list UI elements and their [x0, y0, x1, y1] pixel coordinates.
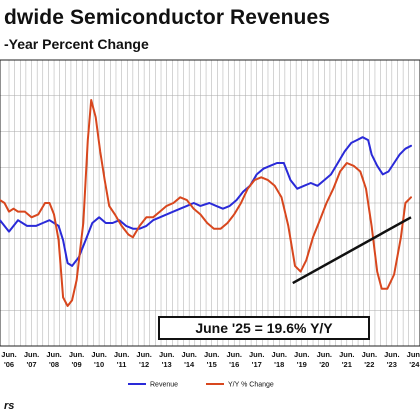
x-tick-label-year: '06: [4, 360, 14, 369]
x-tick-label-month: Jun.: [407, 350, 420, 359]
x-tick-label-year: '19: [297, 360, 307, 369]
legend-revenue-label: Revenue: [150, 382, 178, 389]
x-tick-label-month: Jun.: [249, 350, 264, 359]
grid: [0, 60, 420, 346]
footer-text: rs: [4, 400, 15, 412]
x-tick-label-month: Jun.: [294, 350, 309, 359]
x-tick-label-month: Jun.: [1, 350, 16, 359]
series-layer: [0, 99, 412, 307]
x-tick-label-month: Jun.: [272, 350, 287, 359]
x-tick-label-year: '21: [342, 360, 352, 369]
yy-change-line: [0, 99, 412, 307]
x-tick-label-month: Jun.: [136, 350, 151, 359]
x-tick-label-year: '12: [139, 360, 149, 369]
legend: Revenue Y/Y % Change: [128, 382, 274, 389]
trend-line: [292, 216, 412, 285]
plot-frame: [0, 59, 420, 347]
legend-yy-label: Y/Y % Change: [228, 382, 274, 389]
x-tick-label-year: '15: [207, 360, 217, 369]
x-tick-label-month: Jun.: [46, 350, 61, 359]
x-tick-label-year: '14: [184, 360, 195, 369]
x-tick-label-month: Jun.: [339, 350, 354, 359]
x-tick-label-year: '24: [409, 360, 420, 369]
x-tick-label-month: Jun.: [114, 350, 129, 359]
x-tick-label-year: '18: [274, 360, 284, 369]
x-tick-label-year: '17: [252, 360, 262, 369]
chart-title: dwide Semiconductor Revenues: [4, 6, 331, 29]
x-tick-label-year: '11: [117, 360, 127, 369]
x-tick-label-year: '09: [71, 360, 81, 369]
x-tick-label-year: '16: [229, 360, 239, 369]
x-tick-label-year: '08: [49, 360, 59, 369]
callout-box: June '25 = 19.6% Y/Y: [158, 316, 370, 340]
x-tick-label-month: Jun.: [24, 350, 39, 359]
x-tick-label-year: '10: [94, 360, 104, 369]
x-tick-label-month: Jun.: [159, 350, 174, 359]
x-tick-label-month: Jun.: [204, 350, 219, 359]
revenue-line: [0, 136, 412, 267]
x-tick-label-year: '22: [364, 360, 374, 369]
x-tick-label-month: Jun.: [362, 350, 377, 359]
x-tick-label-month: Jun.: [317, 350, 332, 359]
x-tick-label-year: '20: [319, 360, 329, 369]
chart-subtitle: -Year Percent Change: [4, 36, 149, 52]
x-tick-label-year: '13: [162, 360, 172, 369]
x-axis-ticks: Jun.'06Jun.'07Jun.'08Jun.'09Jun.'10Jun.'…: [1, 350, 420, 369]
x-tick-label-month: Jun.: [181, 350, 196, 359]
x-tick-label-year: '07: [26, 360, 36, 369]
x-tick-label-month: Jun.: [69, 350, 84, 359]
x-tick-label-month: Jun.: [226, 350, 241, 359]
x-tick-label-year: '23: [387, 360, 397, 369]
x-tick-label-month: Jun.: [91, 350, 106, 359]
x-tick-label-month: Jun.: [384, 350, 399, 359]
